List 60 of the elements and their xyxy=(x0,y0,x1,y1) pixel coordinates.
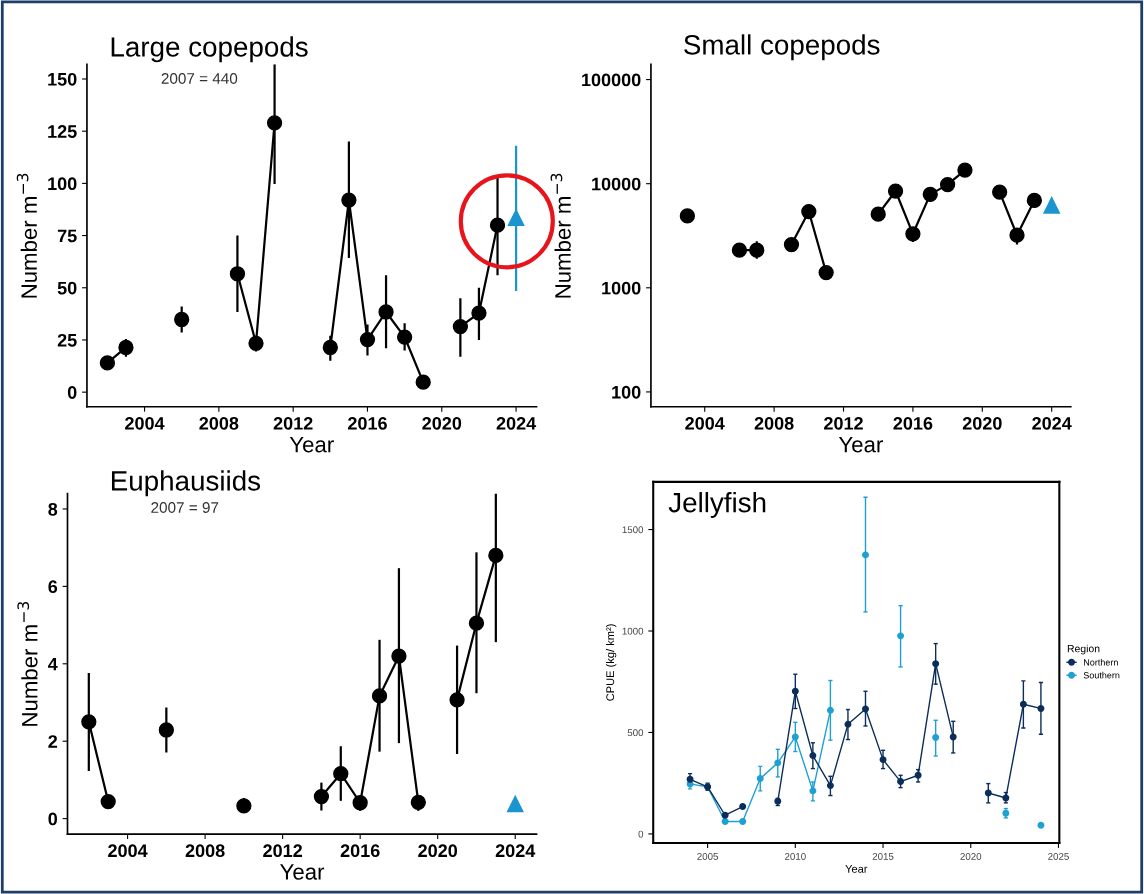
x-tick-label: 2016 xyxy=(893,416,933,430)
y-tick-label: 75 xyxy=(57,229,77,243)
x-tick-label: 2004 xyxy=(125,416,165,430)
y-tick-label: 0 xyxy=(67,386,77,399)
y-tick-label: 2 xyxy=(48,735,58,748)
x-tick-label: 2008 xyxy=(199,416,239,430)
y-tick-label: 10000 xyxy=(592,177,641,191)
x-tick-label: 2024 xyxy=(1032,416,1072,430)
chart-title: Euphausiids xyxy=(111,470,261,497)
x-tick-label: 2020 xyxy=(962,416,1002,430)
x-tick-label: 2025 xyxy=(1048,853,1069,860)
y-tick-label: 100 xyxy=(48,177,77,191)
chart-title: Large copepods xyxy=(111,36,308,63)
y-tick-label: 6 xyxy=(48,580,58,594)
y-tick-label: 0 xyxy=(48,812,58,826)
x-tick-label: 2016 xyxy=(348,416,387,430)
y-tick-label: 4 xyxy=(48,657,58,671)
x-tick-label: 2024 xyxy=(495,844,536,858)
x-tick-label: 2015 xyxy=(872,853,894,860)
legend-label: Southern xyxy=(1083,671,1120,679)
x-tick-label: 2010 xyxy=(785,853,806,860)
y-tick-label: 0 xyxy=(638,830,644,838)
legend-title: Region xyxy=(1067,644,1100,655)
annotation: 2007 = 97 xyxy=(151,502,219,513)
y-tick-label: 25 xyxy=(57,333,77,347)
y-axis-title: Number m$^{−3}$ xyxy=(17,601,38,726)
x-tick-label: 2012 xyxy=(824,416,863,430)
y-tick-label: 100000 xyxy=(582,73,641,87)
y-axis-title: Number m$^{−3}$ xyxy=(550,173,571,298)
x-tick-label: 2020 xyxy=(422,416,462,430)
x-axis-title: Year xyxy=(289,436,334,453)
x-tick-label: 2012 xyxy=(273,416,313,430)
y-tick-label: 1000 xyxy=(602,281,641,295)
y-tick-label: 500 xyxy=(627,729,644,737)
x-tick-label: 2005 xyxy=(697,853,719,860)
x-axis-title: Year xyxy=(280,864,325,880)
annotation: 2007 = 440 xyxy=(161,73,238,84)
y-tick-label: 100 xyxy=(612,385,641,399)
y-tick-label: 1000 xyxy=(622,627,644,635)
x-tick-label: 2016 xyxy=(340,844,380,858)
y-tick-label: 1500 xyxy=(622,526,644,534)
x-tick-label: 2020 xyxy=(960,853,982,860)
legend-label: Northern xyxy=(1084,658,1118,666)
y-tick-label: 125 xyxy=(48,125,77,138)
x-axis-title: Year xyxy=(845,865,868,873)
y-axis-title: CPUE (kg/ km²) xyxy=(605,624,617,701)
x-tick-label: 2024 xyxy=(496,416,537,430)
y-tick-label: 150 xyxy=(48,72,77,86)
y-tick-label: 50 xyxy=(57,281,77,295)
y-tick-label: 8 xyxy=(48,502,58,516)
x-tick-label: 2008 xyxy=(185,844,225,858)
x-tick-label: 2020 xyxy=(418,844,458,858)
x-tick-label: 2012 xyxy=(263,844,302,858)
chart-title: Small copepods xyxy=(684,34,880,61)
x-tick-label: 2008 xyxy=(754,416,794,430)
x-axis-title: Year xyxy=(838,436,883,453)
x-tick-label: 2004 xyxy=(108,844,148,858)
y-axis-title: Number m$^{−3}$ xyxy=(16,173,37,298)
x-tick-label: 2004 xyxy=(685,416,725,430)
chart-title: Jellyfish xyxy=(668,492,766,518)
